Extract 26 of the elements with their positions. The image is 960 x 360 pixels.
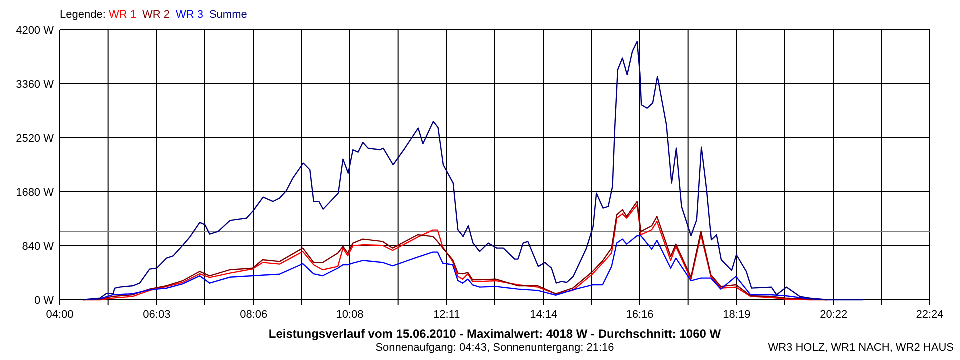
x-tick-label: 04:00 [46, 309, 74, 321]
x-tick-label: 10:08 [336, 309, 364, 321]
text: Sonnenaufgang: 04:43, Sonnenuntergang: 21:16 [376, 342, 614, 354]
line-series [82, 41, 864, 301]
text: Summe [209, 9, 248, 21]
legend-title: Legende: [60, 9, 109, 21]
x-tick-label: 14:14 [530, 309, 558, 321]
y-tick-label: 840 W [22, 241, 55, 253]
x-tick-label: 06:03 [143, 309, 171, 321]
x-tick-label: 18:19 [723, 309, 751, 321]
y-tick-label: 3360 W [16, 79, 55, 91]
x-tick-label: 20:22 [820, 309, 848, 321]
x-tick-label: 08:06 [240, 309, 268, 321]
text: WR 1 [108, 9, 136, 21]
text: WR 3 [176, 9, 204, 21]
y-tick-label: 4200 W [16, 25, 55, 37]
y-tick-label: 1680 W [16, 187, 55, 199]
text: WR 2 [142, 9, 170, 21]
x-tick-label: 12:11 [434, 309, 460, 321]
x-tick-label: 22:24 [916, 309, 944, 321]
line-series [82, 235, 828, 300]
text: Leistungsverlauf vom 15.06.2010 - Maximalwert: 4018 W - Durchschnitt: 1060 W [268, 327, 722, 341]
y-tick-label: 0 W [34, 295, 55, 307]
x-tick-label: 16:16 [626, 309, 654, 321]
text: WR3 HOLZ, WR1 NACH, WR2 HAUS [768, 342, 954, 354]
y-tick-label: 2520 W [16, 133, 55, 145]
